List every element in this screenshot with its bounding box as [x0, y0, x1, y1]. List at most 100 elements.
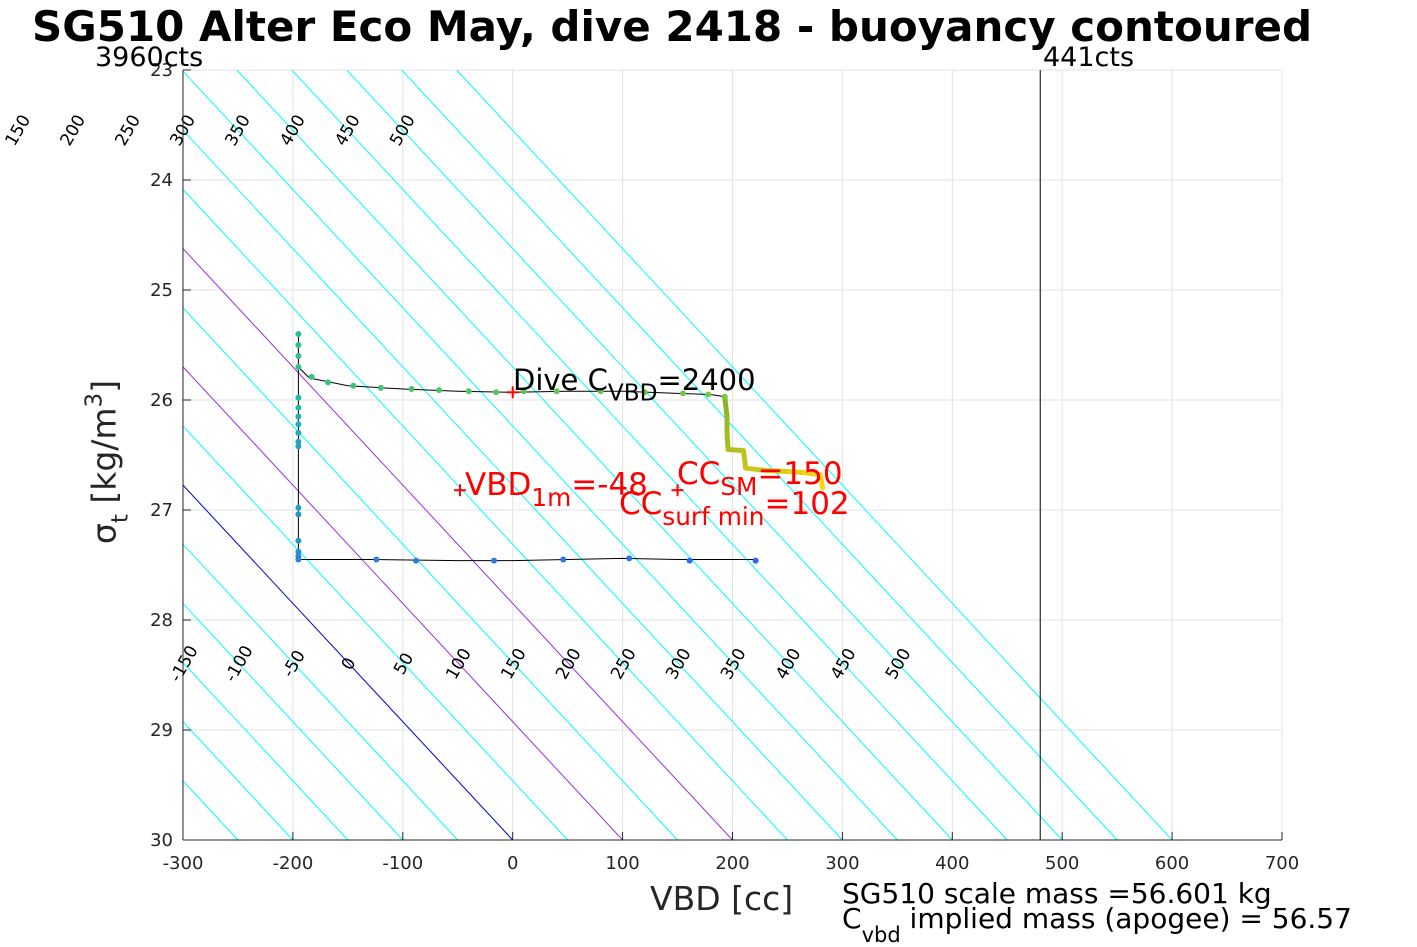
- contour-line: [183, 129, 843, 840]
- contour-label-top: 150: [2, 111, 36, 149]
- contour-label-top: 200: [56, 111, 90, 149]
- deep-segment: [817, 472, 826, 491]
- ascent-point: [295, 413, 302, 420]
- y-axis-label: σt [kg/m3]: [81, 379, 134, 545]
- ascent-point: [626, 555, 633, 562]
- ascent-point: [295, 394, 302, 401]
- ascent-point: [686, 557, 693, 564]
- x-tick-label: 200: [715, 853, 749, 874]
- y-label-symbol: σ: [84, 523, 124, 545]
- x-tick-label: -200: [272, 853, 313, 874]
- descent-point: [680, 390, 687, 397]
- ascent-point: [295, 430, 302, 436]
- cc-surf-min-post: =102: [764, 486, 850, 522]
- x-tick-label: -100: [382, 853, 423, 874]
- descent-point: [641, 389, 648, 396]
- ascent-point: [295, 504, 302, 511]
- ascent-point: [560, 556, 567, 563]
- contour-line: [183, 188, 788, 840]
- buoyancy-contours: [183, 70, 1173, 840]
- descent-point: [721, 393, 728, 400]
- y-tick-label: 25: [150, 280, 173, 301]
- y-label-superscript: 3: [81, 392, 108, 408]
- implied-mass-text: Cvbd implied mass (apogee) = 56.57: [842, 904, 1352, 946]
- x-tick-label: -300: [163, 853, 204, 874]
- descent-point: [295, 364, 302, 370]
- x-tick-label: 500: [1045, 853, 1079, 874]
- cc-sm-sub: SM: [720, 472, 758, 502]
- y-tick-label: 28: [150, 610, 173, 631]
- vbd-1m-post: =-48: [571, 467, 648, 503]
- x-tick-label: 700: [1265, 853, 1299, 874]
- contour-line: [183, 366, 623, 840]
- x-axis-label: VBD [cc]: [650, 879, 794, 918]
- ascent-point: [295, 556, 302, 563]
- y-tick-label: 30: [150, 830, 173, 851]
- y-tick-label: 29: [150, 720, 173, 741]
- cc-sm-annotation: CCSM=150: [677, 459, 843, 500]
- ascent-point: [491, 557, 498, 564]
- dive-series: [295, 331, 826, 564]
- y-tick-label: 23: [150, 60, 173, 81]
- descent-point: [465, 388, 472, 395]
- cc-sm-pre: CC: [677, 456, 721, 492]
- ascent-point: [295, 421, 302, 428]
- cc-sm-post: =150: [757, 456, 843, 492]
- descent-point: [705, 391, 712, 398]
- descent-point: [295, 331, 302, 337]
- cc-surf-min-pre: CC: [619, 486, 663, 522]
- ascent-point: [295, 443, 302, 450]
- ascent-point: [295, 511, 302, 518]
- scale-mass-text: SG510 scale mass =56.601 kg: [842, 877, 1272, 910]
- y-label-units-close: ]: [84, 379, 124, 393]
- ascent-point: [295, 438, 302, 445]
- deep-segment: [740, 448, 749, 471]
- descent-point: [377, 384, 384, 391]
- dive-cvbd-sub: VBD: [607, 379, 658, 407]
- dive-cvbd-pre: Dive C: [513, 363, 608, 397]
- descent-point: [325, 379, 332, 386]
- chart-title: SG510 Alter Eco May, dive 2418 - buoyanc…: [32, 2, 1313, 51]
- descent-point: [308, 373, 315, 380]
- contour-line: [183, 247, 733, 840]
- y-tick-label: 26: [150, 390, 173, 411]
- deep-segment: [725, 447, 746, 454]
- descent-point: [597, 388, 604, 395]
- contour-line: [183, 484, 514, 840]
- vbd-1m-pre: VBD: [465, 467, 532, 503]
- deep-segment: [722, 395, 730, 419]
- contour-line: [183, 602, 404, 840]
- x-tick-label: 400: [935, 853, 969, 874]
- x-tick-label: 600: [1155, 853, 1189, 874]
- contour-line: [183, 70, 898, 840]
- contour-line: [291, 70, 1008, 840]
- contour-label-top: 250: [111, 111, 145, 149]
- x-tick-label: 300: [825, 853, 859, 874]
- ascent-point: [295, 404, 302, 411]
- ascent-point: [295, 548, 302, 555]
- y-tick-label: 24: [150, 170, 173, 191]
- implied-mass-c: C: [842, 902, 862, 935]
- descent-point: [493, 389, 500, 396]
- cc-surf-min-annotation: CCsurf min=102: [619, 489, 850, 530]
- y-label-subscript: t: [107, 514, 134, 524]
- ascent-point: [373, 556, 380, 563]
- right-corner-label: 441cts: [1043, 42, 1135, 73]
- descent-point: [295, 342, 302, 348]
- x-tick-label: 0: [507, 853, 518, 874]
- contour-line: [183, 661, 349, 840]
- vbd-1m-annotation: VBD1m=-48: [465, 470, 648, 511]
- ascent-point: [295, 537, 302, 544]
- deep-segment: [801, 470, 823, 478]
- descent-point: [436, 387, 443, 394]
- contour-line: [236, 70, 953, 840]
- dive-cvbd-annotation: Dive CVBD=2400: [513, 366, 756, 405]
- ascent-point: [752, 557, 759, 564]
- y-tick-label: 27: [150, 500, 173, 521]
- implied-mass-sub: vbd: [861, 923, 901, 947]
- implied-mass-rest: implied mass (apogee) = 56.57: [900, 902, 1352, 935]
- vbd-1m-sub: 1m: [531, 483, 572, 513]
- contour-line: [456, 70, 1173, 840]
- cc-surf-min-sub: surf min: [662, 502, 765, 532]
